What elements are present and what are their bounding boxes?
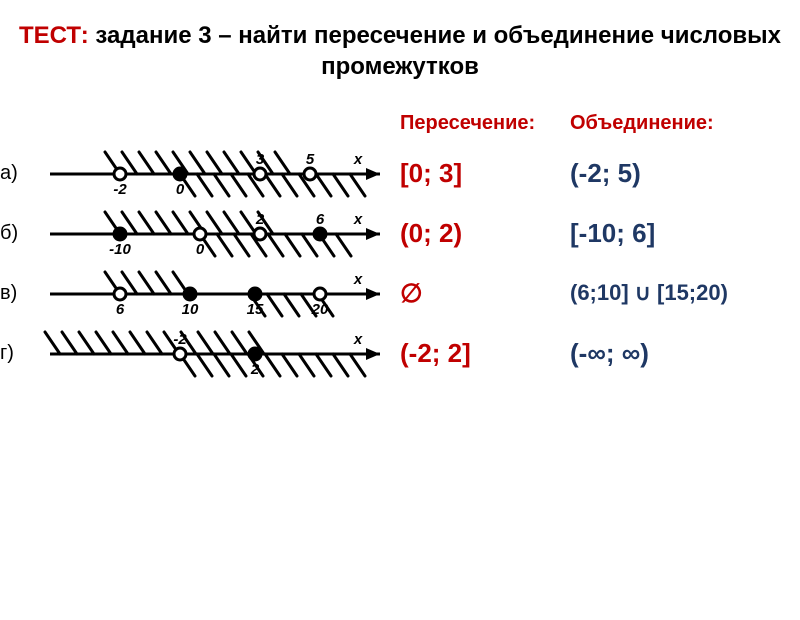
svg-text:x: x (353, 271, 363, 288)
row-label: г) (0, 342, 40, 365)
problem-row: в) 6 10 15 20 x ∅(6;10] ∪ [15;20) (0, 263, 800, 323)
problem-row: а) -2 0 3 5 x [0; 3](-2; 5) (0, 143, 800, 203)
svg-text:2: 2 (255, 211, 265, 228)
union-answer: (-∞; ∞) (570, 338, 780, 369)
intersection-answer: (0; 2) (390, 218, 570, 249)
union-answer: (-2; 5) (570, 158, 780, 189)
problem-row: б) -10 0 2 6 x (0; 2)[-10; 6] (0, 203, 800, 263)
number-line: -2 0 3 5 x (40, 146, 390, 201)
svg-text:0: 0 (176, 181, 185, 198)
row-label: в) (0, 282, 40, 305)
row-label: а) (0, 162, 40, 185)
svg-text:-2: -2 (173, 331, 187, 348)
union-answer: (6;10] ∪ [15;20) (570, 280, 780, 306)
header-intersection: Пересечение: (400, 112, 570, 135)
column-headers: Пересечение: Объединение: (400, 112, 800, 135)
header-union: Объединение: (570, 112, 750, 135)
problem-row: г) -2 2 x (-2; 2](-∞; ∞) (0, 323, 800, 383)
svg-text:20: 20 (311, 301, 329, 318)
rows-container: а) -2 0 3 5 x [0; 3](-2; 5) б) -10 0 2 6 x (0; 2)[-10… (0, 143, 800, 383)
number-line: -10 0 2 6 x (40, 206, 390, 261)
svg-text:0: 0 (196, 241, 205, 258)
page-title: ТЕСТ: задание 3 – найти пересечение и об… (0, 20, 800, 82)
svg-text:-2: -2 (113, 181, 127, 198)
svg-text:10: 10 (182, 301, 199, 318)
svg-text:3: 3 (256, 151, 265, 168)
svg-text:6: 6 (316, 211, 325, 228)
intersection-answer: (-2; 2] (390, 338, 570, 369)
svg-text:5: 5 (306, 151, 315, 168)
svg-text:x: x (353, 151, 363, 168)
svg-text:15: 15 (247, 301, 264, 318)
number-line: -2 2 x (40, 326, 390, 381)
intersection-answer: [0; 3] (390, 158, 570, 189)
title-rest: задание 3 – найти пересечение и объедине… (89, 22, 781, 80)
svg-text:-10: -10 (109, 241, 131, 258)
svg-text:2: 2 (250, 361, 260, 378)
svg-text:x: x (353, 331, 363, 348)
title-accent: ТЕСТ: (19, 22, 89, 49)
row-label: б) (0, 222, 40, 245)
svg-text:6: 6 (116, 301, 125, 318)
union-answer: [-10; 6] (570, 218, 780, 249)
intersection-answer: ∅ (390, 278, 570, 309)
svg-text:x: x (353, 211, 363, 228)
number-line: 6 10 15 20 x (40, 266, 390, 321)
